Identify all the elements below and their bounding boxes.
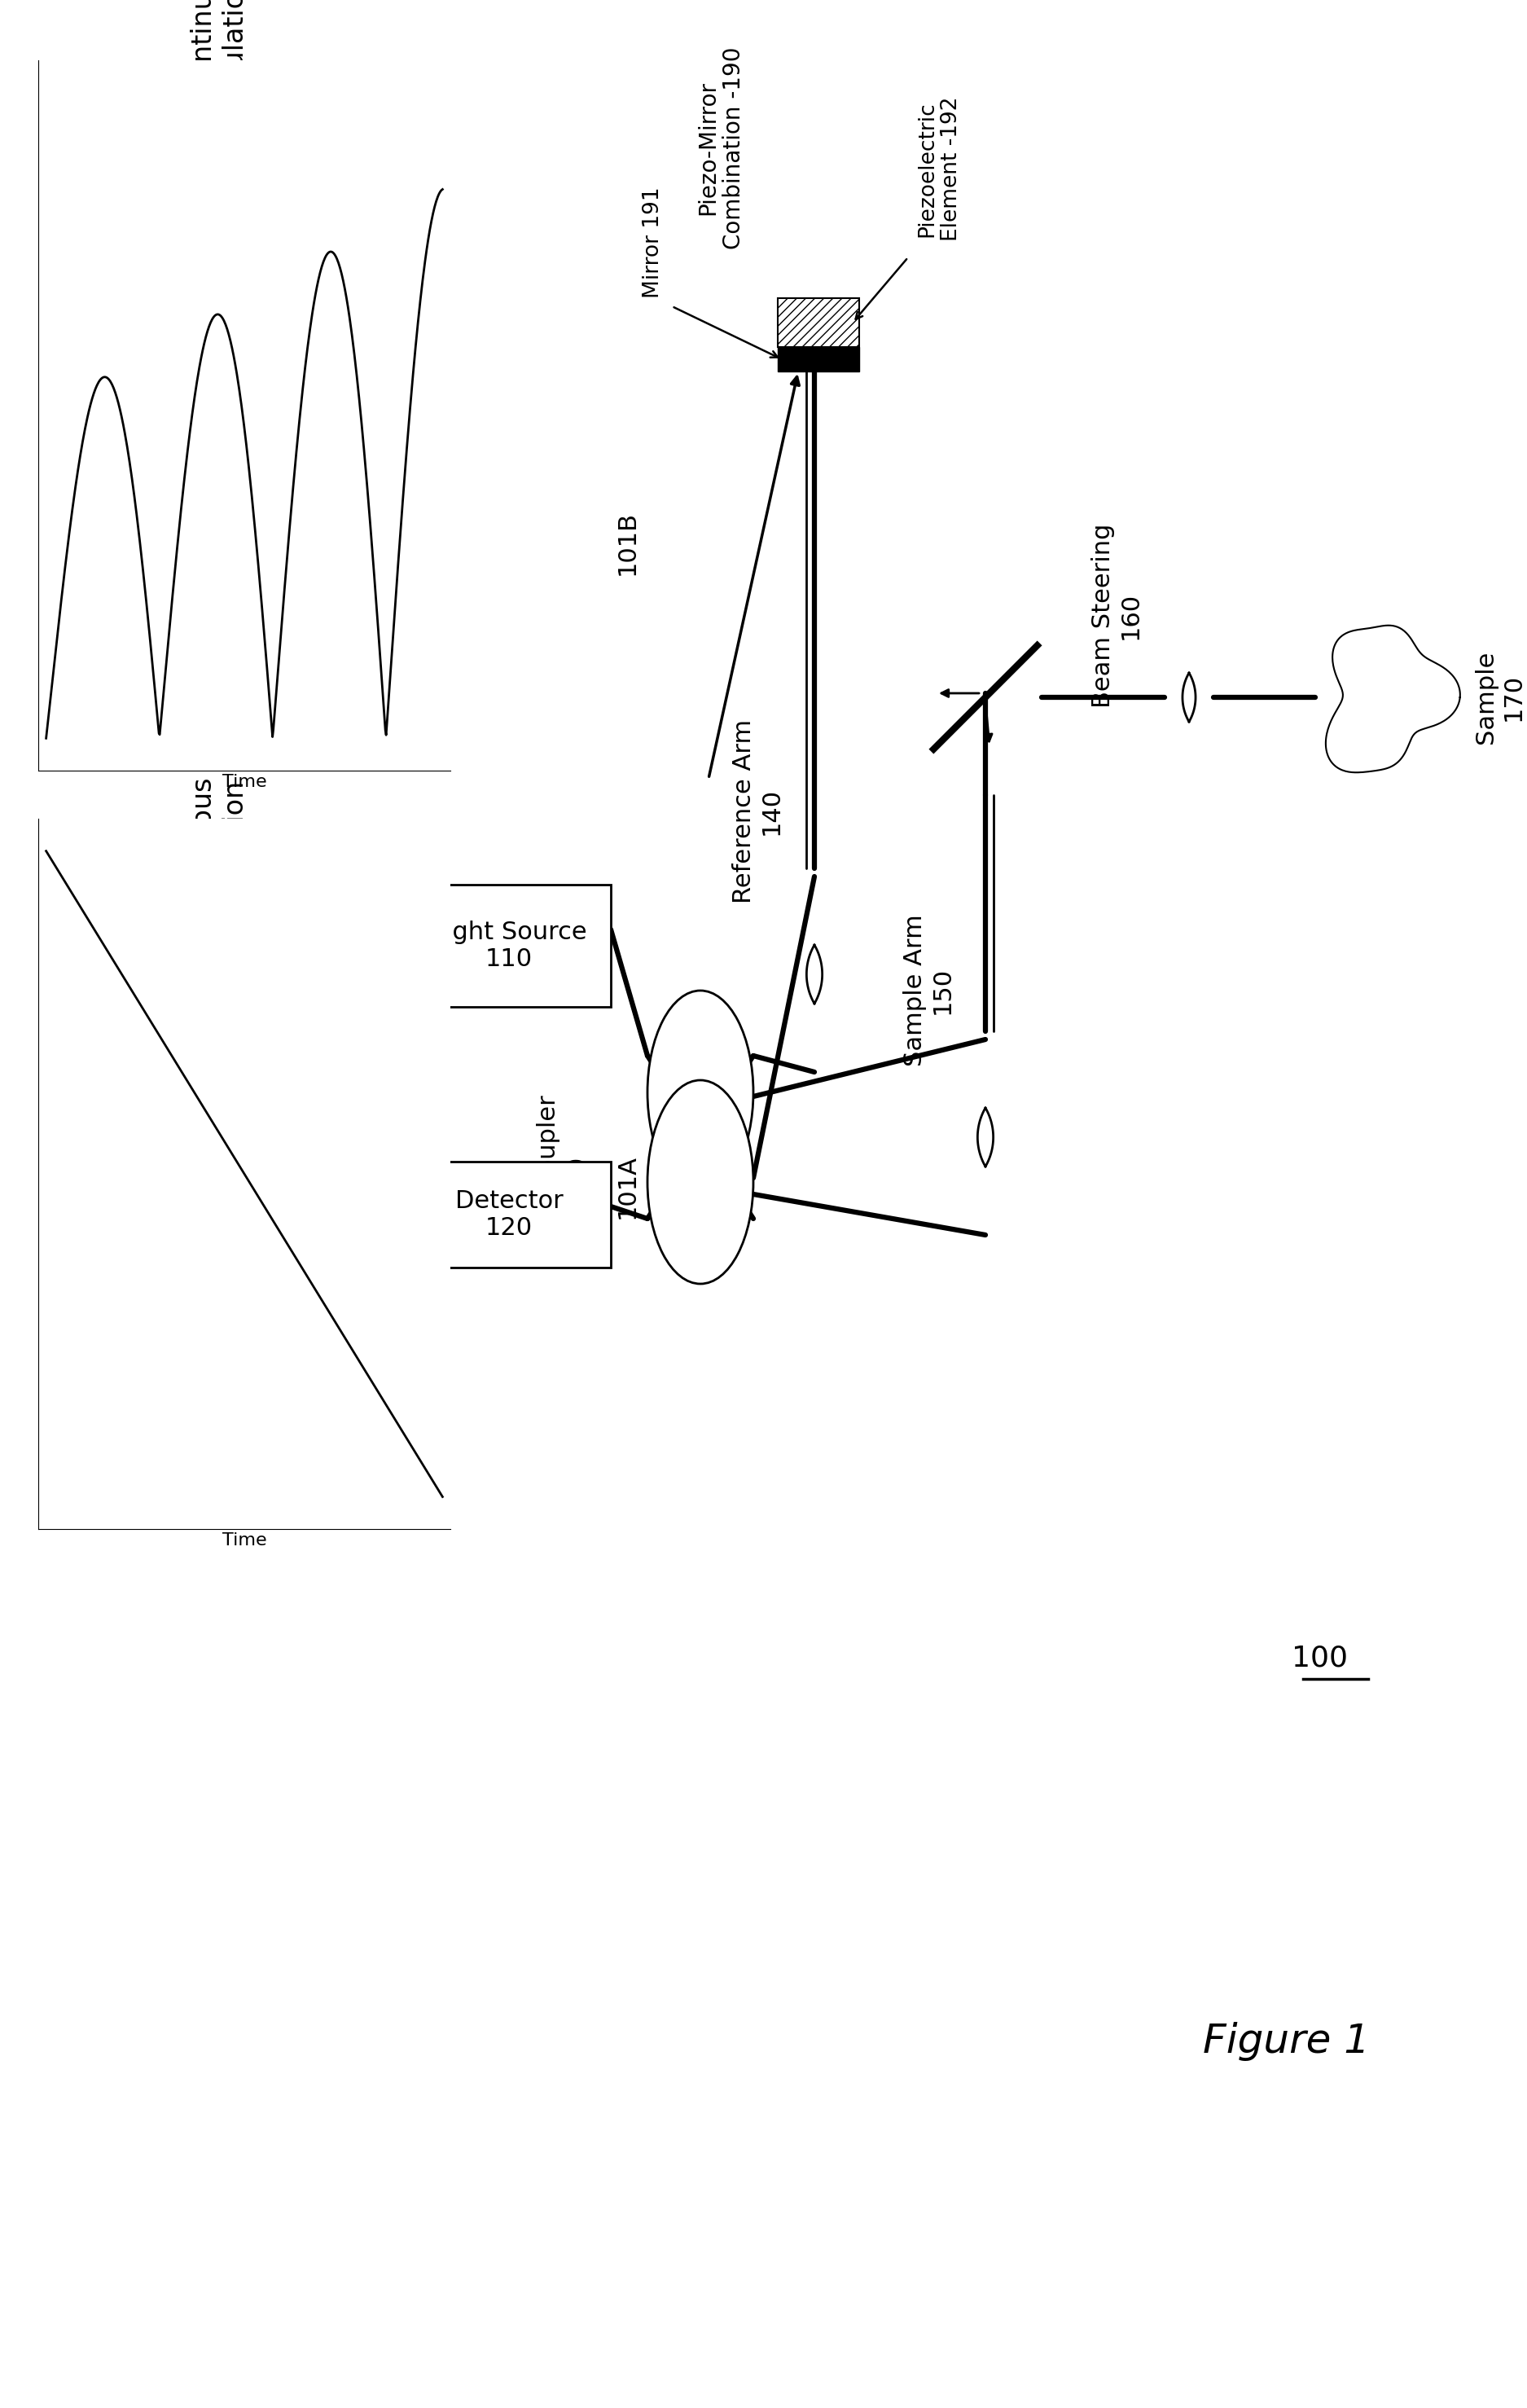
Text: 100: 100: [1292, 1645, 1347, 1674]
Text: Piezoelectric
Element -192: Piezoelectric Element -192: [916, 96, 962, 241]
Text: Sample Arm
150: Sample Arm 150: [902, 915, 954, 1067]
Text: Piezo-Mirror
Combination -190: Piezo-Mirror Combination -190: [696, 46, 745, 250]
X-axis label: Time: Time: [221, 773, 267, 790]
Text: Reference Arm
140: Reference Arm 140: [731, 720, 783, 903]
Polygon shape: [1325, 626, 1460, 773]
Ellipse shape: [647, 990, 753, 1194]
Bar: [777, 299, 860, 347]
X-axis label: Time: Time: [221, 1531, 267, 1548]
Text: Sinusoidal Continuous
Phase Modulation: Sinusoidal Continuous Phase Modulation: [191, 0, 249, 246]
Text: Sample
170: Sample 170: [1474, 650, 1525, 744]
Text: 101A: 101A: [615, 1153, 638, 1218]
FancyBboxPatch shape: [408, 1161, 611, 1267]
Text: Detector
120: Detector 120: [455, 1190, 563, 1240]
Text: Figure 1: Figure 1: [1203, 2023, 1370, 2061]
Text: 101B: 101B: [615, 510, 638, 576]
Bar: [777, 347, 860, 371]
Text: Light Source
110: Light Source 110: [432, 920, 586, 970]
Text: Linear Continuous
Phase Modulation: Linear Continuous Phase Modulation: [191, 778, 249, 1023]
Text: Mirror 191: Mirror 191: [643, 188, 664, 299]
Text: Fiber Coupler
130: Fiber Coupler 130: [536, 1096, 588, 1259]
Text: Beam Steering
160: Beam Steering 160: [1092, 523, 1142, 708]
Ellipse shape: [647, 1081, 753, 1283]
FancyBboxPatch shape: [408, 884, 611, 1007]
